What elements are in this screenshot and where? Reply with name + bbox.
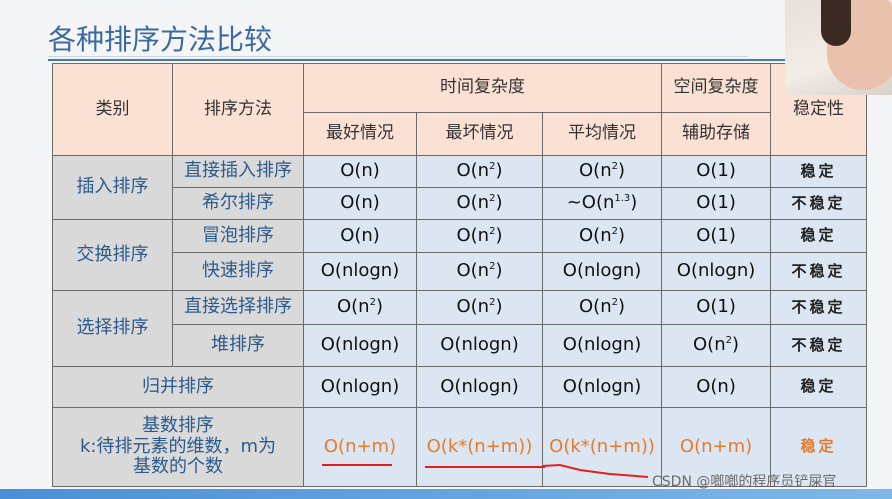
stability-cell: 稳定 <box>770 155 868 188</box>
stability-cell: 不稳定 <box>770 252 868 291</box>
worst-cell: O(nlogn) <box>416 324 543 367</box>
header-average: 平均情况 <box>541 112 663 156</box>
title-divider <box>48 59 788 61</box>
header-space: 空间复杂度 <box>661 63 772 113</box>
best-cell: O(nlogn) <box>303 252 417 291</box>
method-cell: 堆排序 <box>172 324 304 367</box>
stability-cell: 不稳定 <box>770 290 868 325</box>
worst-cell: O(n2) <box>416 252 543 291</box>
radix-note-2: 基数的个数 <box>133 456 223 478</box>
category-cell: 插入排序 <box>52 155 173 220</box>
space-cell: O(1) <box>661 187 772 220</box>
avg-cell: ~O(n1.3) <box>541 187 663 220</box>
worst-cell: O(n2) <box>416 290 543 325</box>
best-cell: O(n) <box>303 155 417 188</box>
space-cell: O(1) <box>661 219 772 253</box>
avg-cell: O(n2) <box>541 219 663 253</box>
space-cell: O(1) <box>661 290 772 325</box>
best-cell: O(n) <box>303 219 417 253</box>
category-cell: 交换排序 <box>52 219 173 291</box>
space-cell: O(n2) <box>661 324 772 367</box>
stability-cell: 稳定 <box>770 407 868 487</box>
webcam-overlay <box>785 0 892 95</box>
method-cell: 希尔排序 <box>172 187 304 220</box>
space-cell: O(1) <box>661 155 772 188</box>
avg-cell: O(k*(n+m)) <box>541 407 663 487</box>
worst-cell: O(n2) <box>416 219 543 253</box>
annotation-stroke <box>541 463 649 478</box>
best-cell: O(nlogn) <box>303 324 417 367</box>
header-method: 排序方法 <box>172 63 304 156</box>
avg-cell: O(nlogn) <box>541 252 663 291</box>
header-aux: 辅助存储 <box>661 112 772 156</box>
avg-cell: O(nlogn) <box>541 324 663 367</box>
worst-cell: O(k*(n+m)) <box>416 407 543 487</box>
watermark: CSDN @啷啷的程序员铲屎官 <box>652 474 837 490</box>
space-cell: O(nlogn) <box>661 252 772 291</box>
best-cell: O(nlogn) <box>303 366 417 408</box>
method-cell: 归并排序 <box>52 366 304 408</box>
presenter-hair <box>821 0 851 46</box>
header-category: 类别 <box>52 63 173 156</box>
avg-cell: O(nlogn) <box>541 366 663 408</box>
method-cell: 快速排序 <box>172 252 304 291</box>
stability-cell: 稳定 <box>770 366 868 408</box>
header-time: 时间复杂度 <box>302 63 663 113</box>
category-cell: 选择排序 <box>52 290 173 367</box>
best-cell: O(n2) <box>303 290 417 325</box>
page-title: 各种排序方法比较 <box>48 23 273 56</box>
worst-cell: O(n2) <box>416 187 543 220</box>
annotation-underline <box>322 464 392 466</box>
annotation-underline <box>425 466 545 468</box>
stability-cell: 不稳定 <box>770 187 868 220</box>
bottom-bar <box>0 489 892 499</box>
stability-cell: 稳定 <box>770 219 868 253</box>
radix-note: k:待排元素的维数，m为 <box>79 435 277 457</box>
header-best: 最好情况 <box>303 112 417 156</box>
sort-comparison-table: 类别 排序方法 时间复杂度 空间复杂度 稳定性 最好情况 最坏情况 平均情况 辅… <box>52 63 868 487</box>
stability-cell: 不稳定 <box>770 324 868 367</box>
header-worst: 最坏情况 <box>416 112 543 156</box>
space-cell: O(n) <box>661 366 772 408</box>
radix-title: 基数排序 <box>142 414 214 436</box>
space-cell: O(n+m) <box>661 407 772 487</box>
method-cell-radix: 基数排序 k:待排元素的维数，m为 基数的个数 <box>52 407 304 487</box>
method-cell: 直接插入排序 <box>172 155 304 188</box>
method-cell: 直接选择排序 <box>172 290 304 325</box>
best-cell: O(n+m) <box>303 407 417 487</box>
title-divider-light <box>48 56 748 57</box>
worst-cell: O(nlogn) <box>416 366 543 408</box>
avg-cell: O(n2) <box>541 155 663 188</box>
best-cell: O(n) <box>303 187 417 220</box>
avg-cell: O(n2) <box>541 290 663 325</box>
method-cell: 冒泡排序 <box>172 219 304 253</box>
worst-cell: O(n2) <box>416 155 543 188</box>
